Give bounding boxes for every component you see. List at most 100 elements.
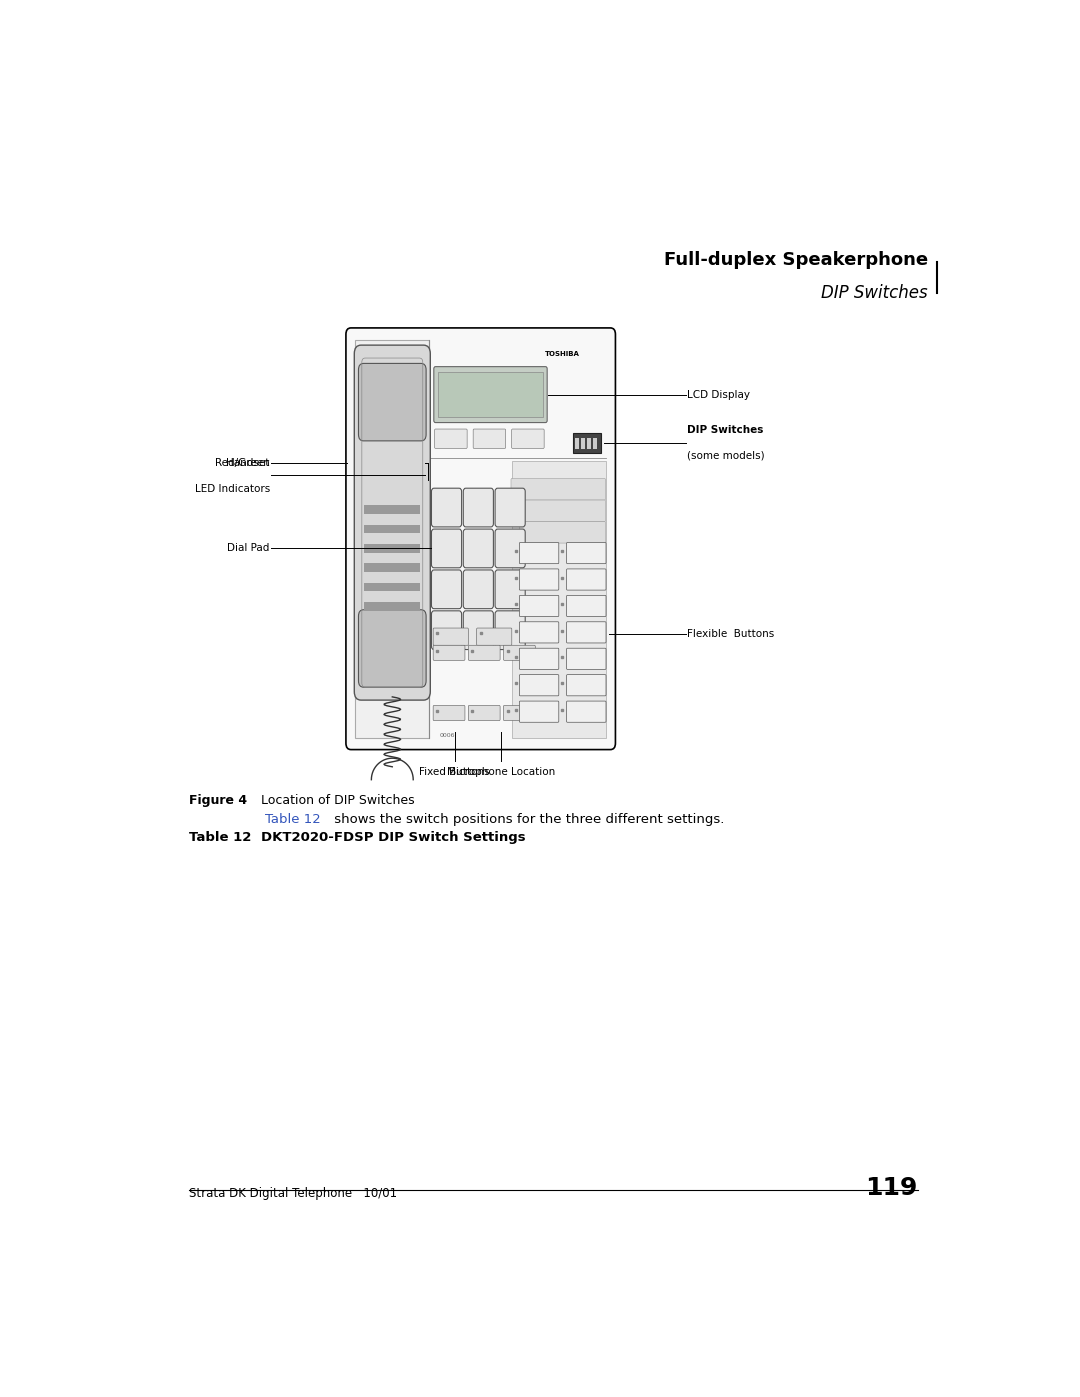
Text: Line 16: Line 16 [578,550,594,555]
FancyBboxPatch shape [567,569,606,590]
Text: Mode: Mode [445,437,457,440]
Bar [512,461,606,738]
Text: Line 15: Line 15 [578,577,594,581]
Bar [593,437,597,450]
Text: DIP Switches: DIP Switches [687,426,764,436]
Text: DIP Switches: DIP Switches [821,284,928,302]
Text: Line 7: Line 7 [528,509,540,513]
FancyBboxPatch shape [519,595,558,616]
Text: *: * [444,626,449,634]
Text: Red/Green: Red/Green [215,458,270,468]
Text: Line 8: Line 8 [525,488,537,492]
Text: 5: 5 [475,543,482,553]
FancyBboxPatch shape [519,701,558,722]
Bar [364,506,420,514]
Text: 9: 9 [507,585,513,594]
Text: Mic: Mic [449,651,456,655]
Text: Line 14: Line 14 [578,604,594,608]
Text: 2: 2 [475,503,482,513]
Text: shows the switch positions for the three different settings.: shows the switch positions for the three… [330,813,725,826]
Text: Microphone Location: Microphone Location [447,767,555,777]
FancyBboxPatch shape [432,488,461,527]
Text: Intercom: Intercom [529,710,549,714]
Text: 8: 8 [475,585,482,594]
Text: Strata DK Digital Telephone   10/01: Strata DK Digital Telephone 10/01 [189,1187,397,1200]
FancyBboxPatch shape [519,542,558,563]
Text: Line 2: Line 2 [532,657,545,661]
FancyBboxPatch shape [567,701,606,722]
Text: Line 6: Line 6 [532,550,545,555]
Bar [572,433,602,453]
FancyBboxPatch shape [511,479,606,500]
Bar [364,583,420,591]
Text: Full-duplex Speakerphone: Full-duplex Speakerphone [663,250,928,268]
FancyBboxPatch shape [567,675,606,696]
FancyBboxPatch shape [495,488,525,527]
FancyBboxPatch shape [476,629,512,645]
FancyBboxPatch shape [433,629,469,645]
Bar [581,437,585,450]
Text: 0: 0 [475,626,482,634]
Text: Table 12: Table 12 [189,831,252,844]
Text: 119: 119 [865,1176,918,1200]
Text: 6: 6 [507,543,513,553]
Text: Page: Page [485,437,495,440]
FancyBboxPatch shape [463,610,494,650]
Text: Line 5: Line 5 [532,577,545,581]
Text: Handset: Handset [227,458,270,468]
Text: Line 1: Line 1 [532,683,545,687]
Bar [588,437,591,450]
Text: Line 13: Line 13 [578,630,594,634]
FancyBboxPatch shape [495,610,525,650]
Bar [576,437,580,450]
FancyBboxPatch shape [359,609,427,687]
Bar [438,372,543,418]
FancyBboxPatch shape [463,488,494,527]
FancyBboxPatch shape [519,622,558,643]
Text: TOSHIBA: TOSHIBA [544,351,579,356]
Bar [355,339,429,738]
FancyBboxPatch shape [519,521,606,543]
FancyBboxPatch shape [495,529,525,567]
FancyBboxPatch shape [432,610,461,650]
FancyBboxPatch shape [503,645,536,661]
Text: 3: 3 [507,503,513,513]
FancyBboxPatch shape [567,542,606,563]
Text: 4: 4 [444,543,449,553]
Text: Line 10: Line 10 [578,710,594,714]
FancyBboxPatch shape [432,570,461,609]
FancyBboxPatch shape [515,500,606,521]
Text: Location of DIP Switches: Location of DIP Switches [260,793,414,806]
FancyBboxPatch shape [432,529,461,567]
FancyBboxPatch shape [473,429,505,448]
FancyBboxPatch shape [469,645,500,661]
Text: Line 6+: Line 6+ [532,531,548,534]
Text: #: # [507,626,514,634]
FancyBboxPatch shape [469,705,500,721]
FancyBboxPatch shape [567,622,606,643]
FancyBboxPatch shape [354,345,430,700]
Text: Fixed Buttons: Fixed Buttons [419,767,490,777]
Text: Redial: Redial [482,651,494,655]
Text: 7: 7 [444,585,449,594]
Text: 0006: 0006 [440,733,455,738]
FancyBboxPatch shape [434,429,468,448]
Text: Flexible  Buttons: Flexible Buttons [687,630,774,640]
FancyBboxPatch shape [519,569,558,590]
Text: Dial Pad: Dial Pad [228,543,270,553]
Text: Line 4: Line 4 [532,604,545,608]
Bar [364,525,420,534]
Text: LCD Display: LCD Display [687,390,751,400]
Bar [364,602,420,610]
FancyBboxPatch shape [567,595,606,616]
FancyBboxPatch shape [433,645,465,661]
Bar [364,563,420,573]
Text: Line 12: Line 12 [578,657,594,661]
FancyBboxPatch shape [495,570,525,609]
Text: Line 11: Line 11 [578,683,594,687]
Text: Spkr: Spkr [448,711,457,715]
Text: Conf: Conf [483,711,492,715]
Text: LED Indicators: LED Indicators [194,483,270,495]
FancyBboxPatch shape [463,570,494,609]
FancyBboxPatch shape [434,366,548,422]
